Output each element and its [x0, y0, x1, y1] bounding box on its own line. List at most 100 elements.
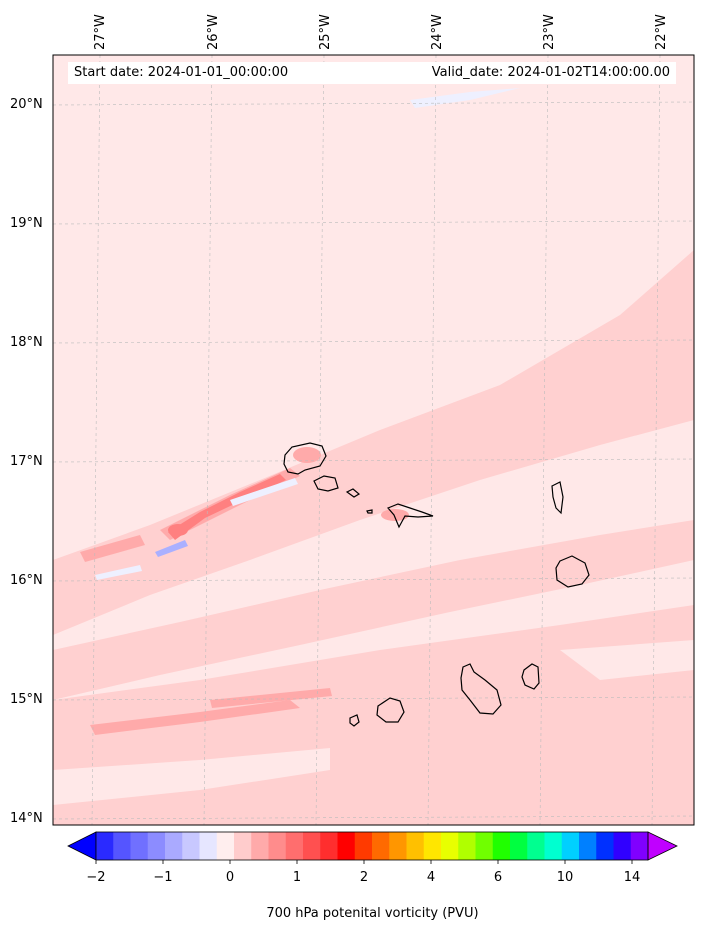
- colorbar-segment: [406, 832, 425, 860]
- parallel-line: [53, 220, 694, 225]
- island-sao-vicente: [313, 475, 339, 492]
- colorbar-segment: [251, 832, 269, 860]
- lon-label-25w: 25°W: [318, 14, 333, 50]
- island-santa-luzia: [345, 488, 361, 498]
- lat-label-20n: 20°N: [10, 97, 43, 112]
- meridian-line: [651, 55, 661, 825]
- vorticity-band-northern: [53, 250, 694, 635]
- vorticity-spot-2: [293, 447, 321, 463]
- lon-label-22w: 22°W: [654, 14, 669, 50]
- lat-label-18n: 18°N: [10, 335, 43, 350]
- colorbar: [67, 831, 678, 864]
- parallel-line: [53, 101, 694, 106]
- vorticity-band-middle: [53, 520, 694, 700]
- parallel-line: [53, 577, 694, 582]
- meridian-line: [315, 55, 325, 825]
- parallel-line: [53, 458, 694, 463]
- colorbar-segment: [354, 832, 373, 860]
- lat-label-14n: 14°N: [10, 811, 43, 826]
- vorticity-streak-3: [90, 700, 300, 735]
- vorticity-streak-2: [80, 535, 145, 562]
- lat-label-15n: 15°N: [10, 692, 43, 707]
- colorbar-segment: [475, 832, 494, 860]
- negative-vorticity-4: [95, 565, 142, 580]
- colorbar-label: 700 hPa potenital vorticity (PVU): [266, 906, 479, 921]
- colorbar-tick-label: 4: [426, 870, 436, 885]
- parallel-line: [53, 339, 694, 344]
- colorbar-segment: [510, 832, 528, 860]
- lon-label-24w: 24°W: [430, 14, 445, 50]
- colorbar-segment: [596, 832, 614, 860]
- island-brava: [349, 714, 360, 727]
- colorbar-segment: [389, 832, 407, 860]
- colorbar-segment: [199, 832, 218, 860]
- vorticity-spot-1: [381, 509, 409, 521]
- start-date-label: Start date: 2024-01-01_00:00:00: [74, 65, 289, 80]
- vorticity-core: [168, 474, 286, 540]
- negative-vorticity-2: [230, 478, 298, 506]
- parallel-line: [53, 696, 694, 701]
- colorbar-segment: [458, 832, 476, 860]
- colorbar-tick-label: 1: [292, 870, 302, 885]
- colorbar-tick-label: 6: [493, 870, 503, 885]
- island-branco: [366, 509, 373, 514]
- negative-vorticity-1: [155, 540, 188, 557]
- lat-label-16n: 16°N: [10, 573, 43, 588]
- valid-date-label: Valid_date: 2024-01-02T14:00:00.00: [431, 65, 670, 80]
- vorticity-gap-southern: [53, 748, 330, 805]
- colorbar-segment: [182, 832, 200, 860]
- parallel-line: [53, 815, 694, 820]
- colorbar-segment: [561, 832, 580, 860]
- colorbar-segment: [441, 832, 459, 860]
- meridian-line: [539, 55, 549, 825]
- colorbar-segment: [113, 832, 131, 860]
- coastlines: [283, 442, 590, 727]
- colorbar-tick-label: 14: [623, 870, 641, 885]
- colorbar-extend-low: [67, 831, 97, 861]
- colorbar-segment: [216, 832, 235, 860]
- colorbar-segment: [268, 832, 287, 860]
- colorbar-segment: [527, 832, 545, 860]
- colorbar-tick-label: 2: [359, 870, 369, 885]
- island-sal: [551, 481, 564, 515]
- island-santiago: [460, 663, 502, 715]
- island-sao-nicolau: [386, 503, 434, 529]
- map-frame: [52, 54, 695, 826]
- map-area: [53, 55, 694, 825]
- meridian-line: [427, 55, 437, 825]
- colorbar-segment: [544, 832, 563, 860]
- lon-label-26w: 26°W: [206, 14, 221, 50]
- colorbar-tick-label: −2: [86, 870, 106, 885]
- colorbar-segment: [613, 832, 632, 860]
- lon-label-23w: 23°W: [542, 14, 557, 50]
- colorbar-segment: [165, 832, 183, 860]
- island-fogo: [376, 697, 405, 723]
- colorbar-segment: [579, 832, 597, 860]
- vorticity-streak-4: [210, 688, 332, 708]
- lat-label-19n: 19°N: [10, 216, 43, 231]
- meridian-line: [91, 55, 101, 825]
- colorbar-segment: [320, 832, 338, 860]
- colorbar-segment: [147, 832, 166, 860]
- colorbar-segment: [234, 832, 252, 860]
- colorbar-segment: [423, 832, 442, 860]
- lon-label-27w: 27°W: [93, 14, 108, 50]
- colorbar-segment: [130, 832, 149, 860]
- meridian-line: [203, 55, 213, 825]
- island-santo-antao: [283, 442, 327, 475]
- island-boa-vista: [555, 555, 590, 588]
- colorbar-segment: [303, 832, 321, 860]
- colorbar-segment: [337, 832, 356, 860]
- info-box: Start date: 2024-01-01_00:00:00 Valid_da…: [68, 62, 676, 84]
- island-maio: [521, 663, 540, 690]
- colorbar-tick-label: −1: [153, 870, 173, 885]
- colorbar-extend-high: [647, 831, 678, 861]
- lat-label-17n: 17°N: [10, 454, 43, 469]
- colorbar-segment: [492, 832, 511, 860]
- colorbar-border: [95, 831, 649, 861]
- colorbar-segment: [630, 832, 649, 860]
- vorticity-core-max: [168, 524, 188, 536]
- vorticity-gap-east: [560, 640, 694, 680]
- colorbar-segment: [372, 832, 390, 860]
